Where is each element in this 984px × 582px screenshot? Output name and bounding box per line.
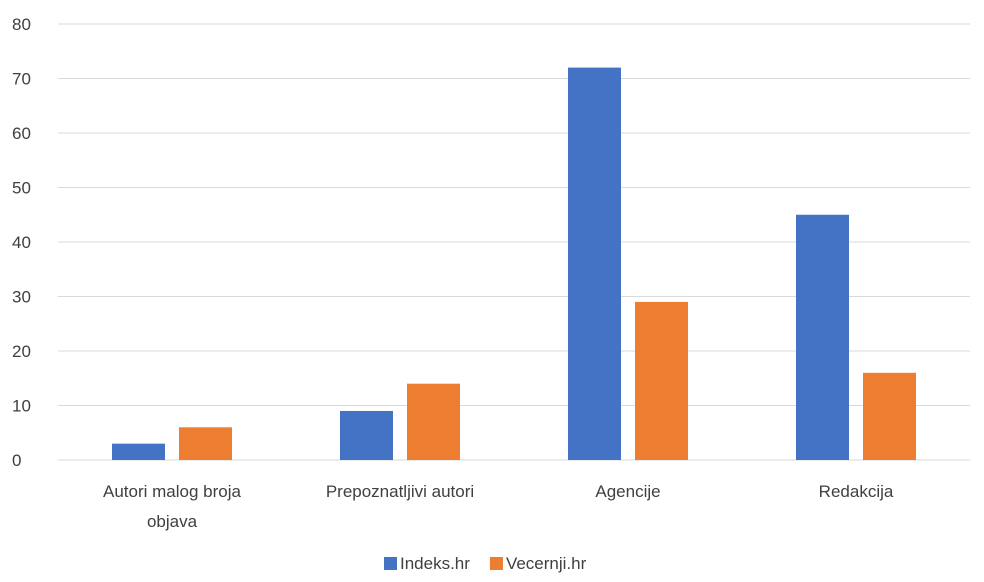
y-tick-label: 80 bbox=[12, 15, 31, 34]
legend-label-indeks-hr: Indeks.hr bbox=[400, 554, 470, 573]
legend: Indeks.hr Vecernji.hr bbox=[384, 554, 587, 573]
bar-indeks-hr-3 bbox=[796, 214, 849, 460]
y-tick-label: 60 bbox=[12, 124, 31, 143]
x-category-label: Redakcija bbox=[819, 482, 894, 501]
x-axis-labels: Autori malog broja objava Prepoznatljivi a… bbox=[103, 482, 894, 531]
legend-swatch-vecernji-hr bbox=[489, 557, 503, 570]
x-category-label: Prepoznatljivi autori bbox=[326, 482, 474, 501]
bar-indeks-hr-2 bbox=[568, 67, 621, 460]
y-tick-label: 0 bbox=[12, 451, 21, 470]
x-category-label: Agencije bbox=[595, 482, 660, 501]
y-tick-label: 20 bbox=[12, 342, 31, 361]
bar-indeks-hr-0 bbox=[112, 443, 165, 460]
bars bbox=[112, 67, 916, 460]
y-tick-label: 70 bbox=[12, 70, 31, 89]
x-category-label: Autori malog broja objava bbox=[103, 482, 242, 531]
gridlines bbox=[58, 23, 970, 461]
y-tick-label: 30 bbox=[12, 288, 31, 307]
y-tick-label: 40 bbox=[12, 233, 31, 252]
bar-vecernji-hr-2 bbox=[635, 301, 688, 460]
legend-label-vecernji-hr: Vecernji.hr bbox=[506, 554, 587, 573]
y-tick-label: 50 bbox=[12, 179, 31, 198]
bar-vecernji-hr-1 bbox=[407, 383, 460, 460]
legend-swatch-indeks-hr bbox=[384, 557, 397, 570]
y-axis-ticks: 0 10 20 30 40 50 60 70 80 bbox=[12, 15, 31, 470]
bar-vecernji-hr-0 bbox=[179, 427, 232, 460]
y-tick-label: 10 bbox=[12, 397, 31, 416]
bar-indeks-hr-1 bbox=[340, 410, 393, 460]
bar-vecernji-hr-3 bbox=[863, 372, 916, 460]
